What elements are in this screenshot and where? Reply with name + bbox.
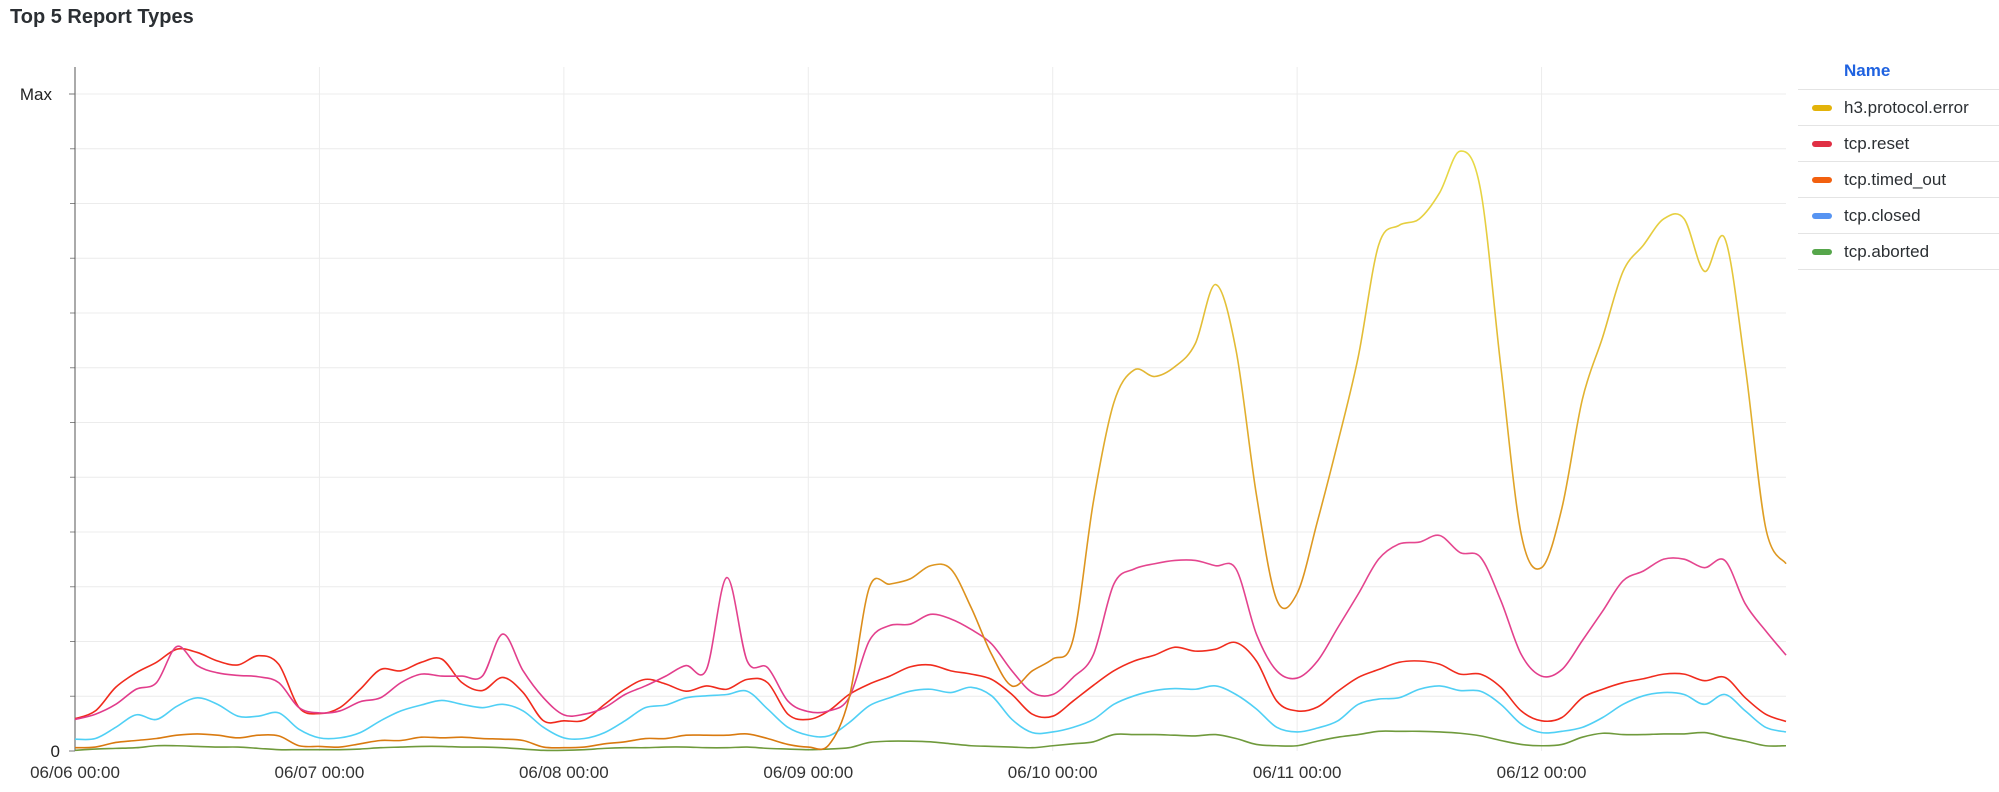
legend-label: tcp.timed_out xyxy=(1844,169,1947,189)
x-tick-label: 06/07 00:00 xyxy=(275,763,365,782)
legend-label: tcp.reset xyxy=(1844,133,1910,153)
legend-swatch xyxy=(1812,248,1832,255)
x-tick-label: 06/09 00:00 xyxy=(763,763,853,782)
legend-label: h3.protocol.error xyxy=(1844,97,1969,117)
y-tick-label-zero: 0 xyxy=(51,742,60,761)
x-tick-label: 06/11 00:00 xyxy=(1253,763,1342,782)
x-tick-label: 06/12 00:00 xyxy=(1497,763,1587,782)
legend-item-h3-protocol-error[interactable]: h3.protocol.error xyxy=(1798,90,1999,126)
series-line-tcp-reset[interactable] xyxy=(74,534,1787,721)
x-tick-label: 06/08 00:00 xyxy=(519,763,609,782)
series-line-tcp-aborted[interactable] xyxy=(74,730,1787,752)
legend-swatch xyxy=(1812,212,1832,219)
legend-label: tcp.aborted xyxy=(1844,241,1930,261)
legend: Name h3.protocol.error tcp.reset tcp.tim… xyxy=(1798,56,1999,270)
y-tick-label-max: Max xyxy=(20,85,53,104)
x-tick-label: 06/10 00:00 xyxy=(1008,763,1098,782)
series-line-h3-protocol-error[interactable] xyxy=(74,150,1787,751)
legend-header-name[interactable]: Name xyxy=(1798,56,1999,90)
legend-item-tcp-timed-out[interactable]: tcp.timed_out xyxy=(1798,162,1999,198)
chart-title: Top 5 Report Types xyxy=(10,6,194,28)
legend-swatch xyxy=(1812,176,1832,183)
legend-item-tcp-aborted[interactable]: tcp.aborted xyxy=(1798,234,1999,270)
legend-item-tcp-reset[interactable]: tcp.reset xyxy=(1798,126,1999,162)
series-line-tcp-closed[interactable] xyxy=(74,685,1787,741)
series-line-tcp-timed-out[interactable] xyxy=(74,641,1787,724)
grid xyxy=(70,67,1786,751)
legend-item-tcp-closed[interactable]: tcp.closed xyxy=(1798,198,1999,234)
legend-label: tcp.closed xyxy=(1844,205,1921,225)
legend-swatch xyxy=(1812,104,1832,111)
series-lines xyxy=(74,150,1787,752)
axes: Max 0 xyxy=(20,67,76,761)
x-tick-label: 06/06 00:00 xyxy=(30,763,120,782)
legend-swatch xyxy=(1812,140,1832,147)
